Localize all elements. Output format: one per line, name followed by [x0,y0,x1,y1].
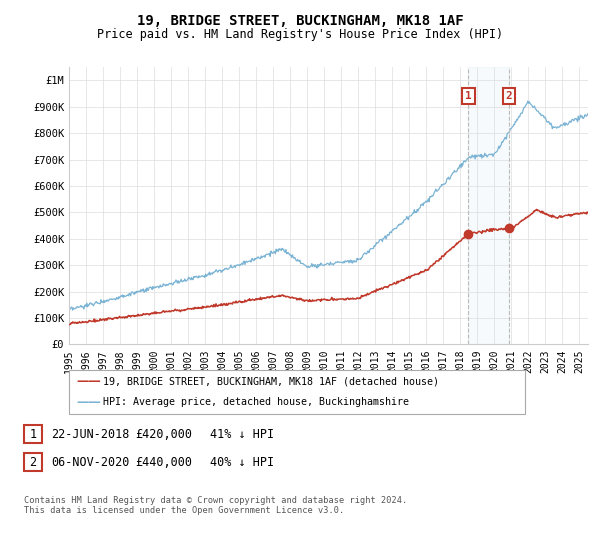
Text: HPI: Average price, detached house, Buckinghamshire: HPI: Average price, detached house, Buck… [103,397,409,407]
Text: £420,000: £420,000 [135,427,192,441]
Text: 22-JUN-2018: 22-JUN-2018 [51,427,130,441]
Text: 41% ↓ HPI: 41% ↓ HPI [210,427,274,441]
Text: 1: 1 [465,91,472,101]
Text: 2: 2 [29,455,37,469]
Text: 40% ↓ HPI: 40% ↓ HPI [210,455,274,469]
Text: 2: 2 [505,91,512,101]
Text: ——: —— [76,375,101,389]
Text: Contains HM Land Registry data © Crown copyright and database right 2024.
This d: Contains HM Land Registry data © Crown c… [24,496,407,515]
Text: Price paid vs. HM Land Registry's House Price Index (HPI): Price paid vs. HM Land Registry's House … [97,28,503,41]
Text: £440,000: £440,000 [135,455,192,469]
Text: 19, BRIDGE STREET, BUCKINGHAM, MK18 1AF (detached house): 19, BRIDGE STREET, BUCKINGHAM, MK18 1AF … [103,377,439,387]
Text: 06-NOV-2020: 06-NOV-2020 [51,455,130,469]
Text: 19, BRIDGE STREET, BUCKINGHAM, MK18 1AF: 19, BRIDGE STREET, BUCKINGHAM, MK18 1AF [137,14,463,28]
Bar [469,67,509,344]
Text: 1: 1 [29,427,37,441]
Text: ——: —— [76,395,101,409]
